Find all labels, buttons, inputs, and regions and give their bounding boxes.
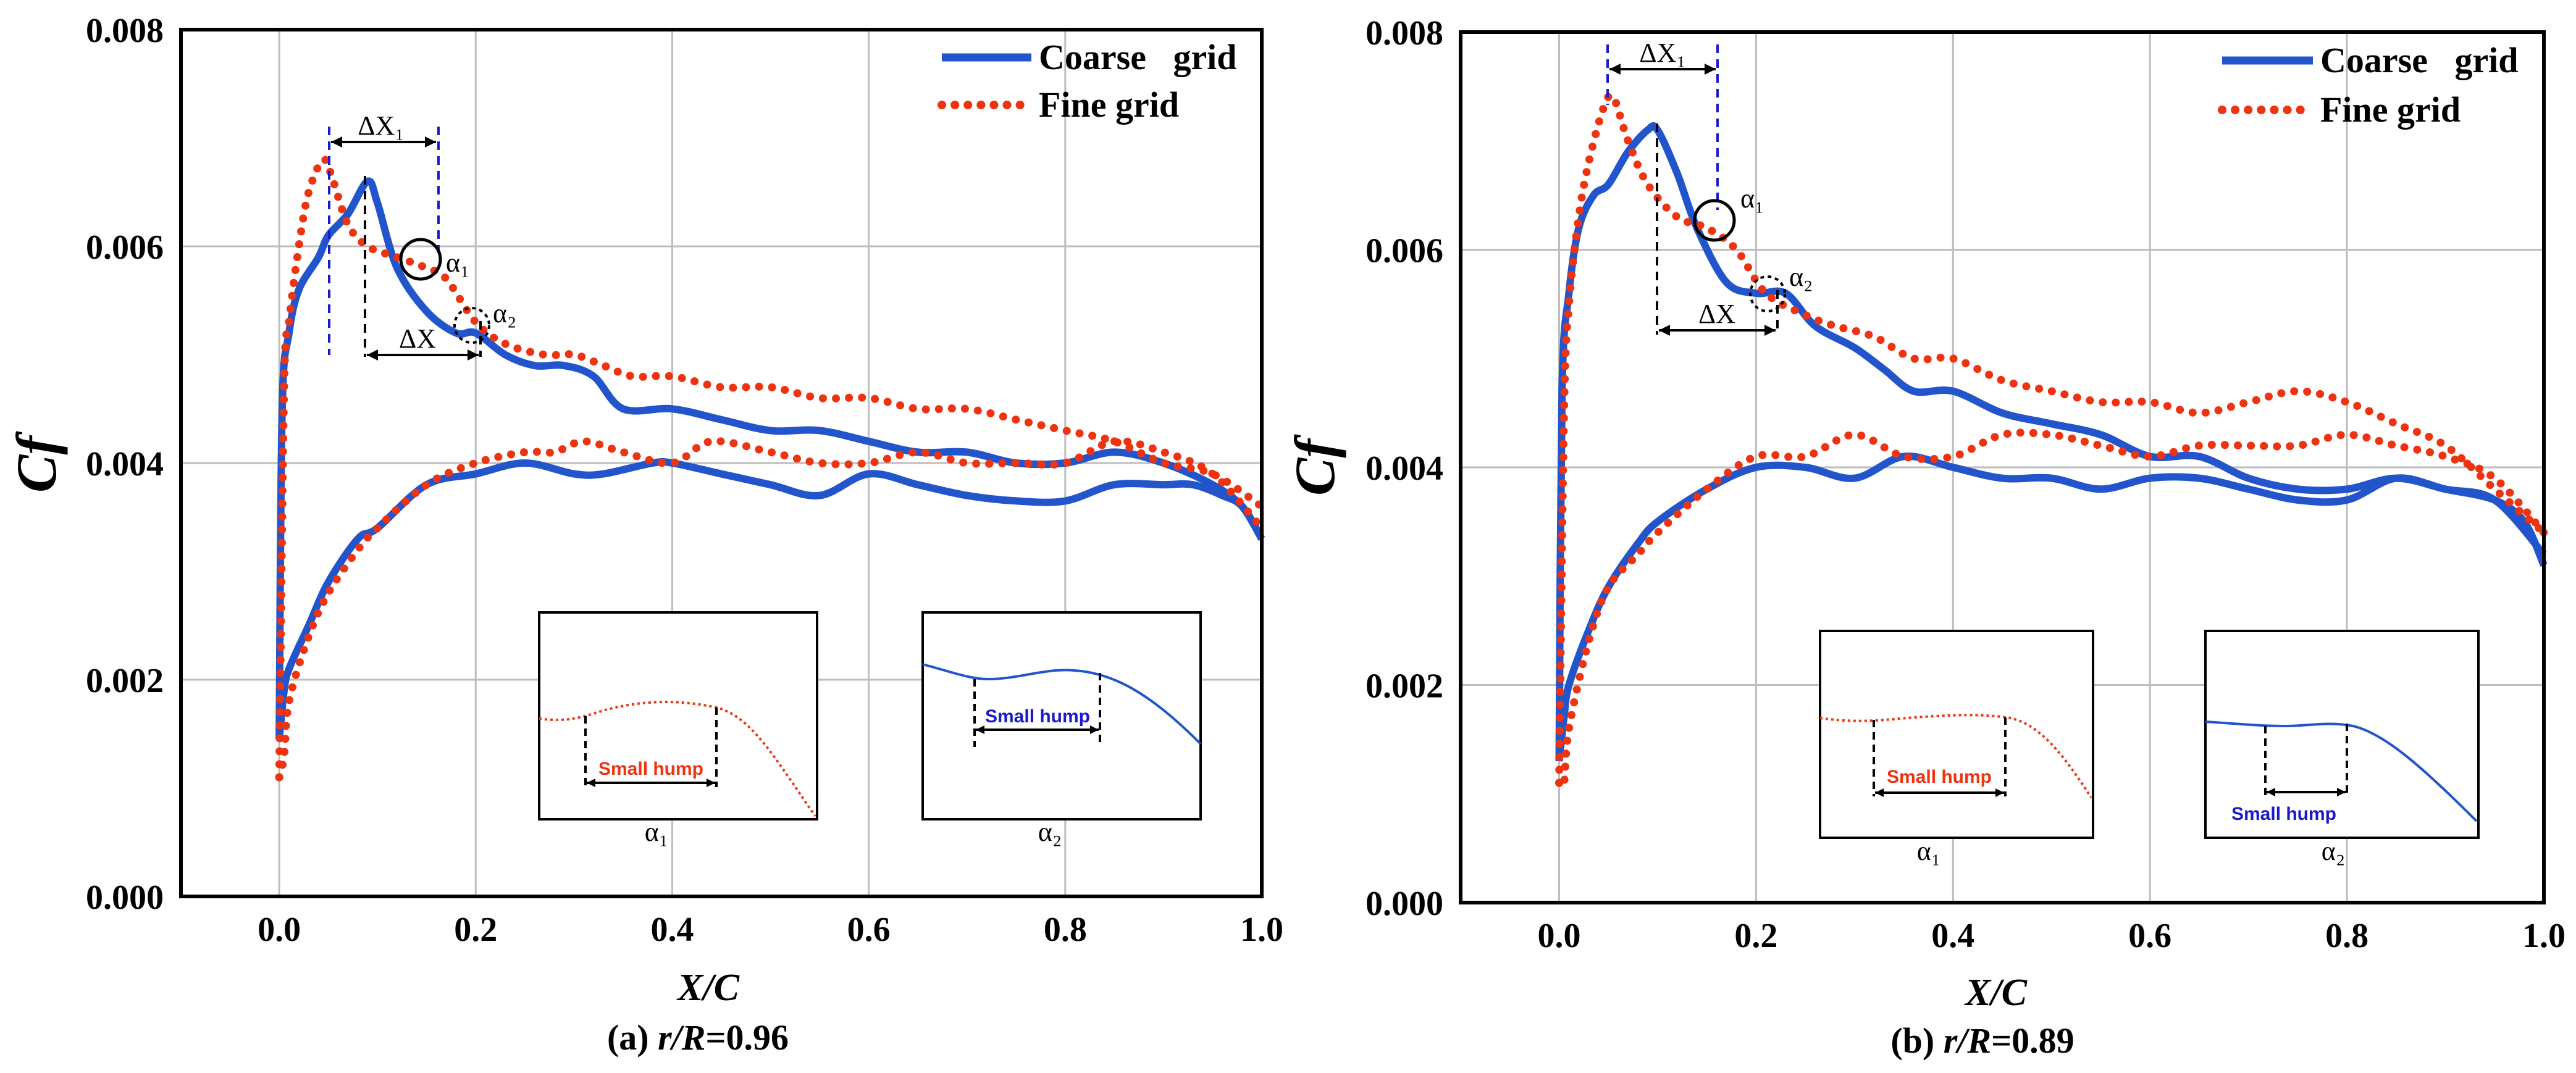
dx1-arrow-heads-b [1609,64,1716,75]
inset-alpha1-label-a: α₁ [645,817,668,847]
annotations-a [328,127,490,361]
legend-coarse-label-a: Coarse grid [1039,37,1237,77]
caption-var-b: r/R [1944,1021,1991,1061]
inset-alpha1-b: Small hump α₁ [1819,630,2094,866]
alpha2-circle-a [453,307,490,344]
caption-value-b: =0.89 [1991,1021,2075,1061]
x-tick-label-b: 1.0 [2522,917,2566,955]
inset-alpha2-curve-a [922,663,1202,745]
x-tick-label-b: 0.2 [1734,917,1777,955]
panel-a: 0.0 0.2 0.4 0.6 0.8 1.0 0.000 0.002 0.004 0.006 0.… [5,12,1283,1058]
inset-alpha2-label-b: α₂ [2322,836,2345,866]
x-tick-label-b: 0.6 [2128,917,2171,955]
inset-alpha1-frame-b [1819,630,2094,839]
alpha2-label-a: α₂ [493,298,516,328]
annotations-b [1606,44,1786,336]
fine-grid-series-a-3 [275,436,1266,782]
y-tick-label-b: 0.006 [1366,232,1443,270]
inset-alpha1-hump-label-b: Small hump [1887,767,1992,787]
caption-prefix-b: (b) [1890,1021,1943,1061]
fine-grid-series-b-2 [1555,91,2548,787]
series-b [1555,91,2548,791]
caption-a: (a) r/R=0.96 [607,1017,789,1058]
y-tick-label-a: 0.000 [86,879,164,917]
fine-grid-series-a-2 [275,156,1266,782]
x-tick-label-b: 0.4 [1931,917,1974,955]
coarse-grid-series-a-0 [275,177,1265,740]
inset-alpha1-label-b: α₁ [1917,836,1940,866]
inset-alpha1-a: Small hump α₁ [538,611,818,847]
inset-alpha2-frame-b [2204,630,2480,839]
legend-a: Coarse grid Fine grid [938,37,1237,125]
caption-value-a: =0.96 [705,1017,789,1058]
y-tick-label-b: 0.002 [1366,667,1443,706]
inset-alpha1-frame-a [538,611,818,820]
inset-alpha1-curve-b [1819,714,2092,799]
legend-fine-label-b: Fine grid [2320,90,2461,130]
dx-label-b: ΔX [1698,299,1735,329]
y-tick-label-a: 0.006 [86,228,164,267]
alpha1-circle-b [1693,199,1736,242]
coarse-grid-series-b-0 [1555,122,2547,761]
y-axis-label-a: Cf [5,431,68,493]
y-tick-label-a: 0.002 [86,662,164,700]
alpha1-label-a: α₁ [446,248,469,278]
alpha1-circle-a [399,238,442,281]
inset-alpha2-frame-a [921,611,1202,820]
x-axis-label-b: X/C [1964,972,2028,1014]
fine-grid-series-b-3 [1555,428,2548,791]
inset-alpha2-label-a: α₂ [1038,817,1062,847]
x-axis-label-a: X/C [676,967,740,1009]
alpha2-label-b: α₂ [1789,262,1813,292]
panel-b: 0.0 0.2 0.4 0.6 0.8 1.0 0.000 0.002 0.004 0.006 0.… [1283,14,2566,1061]
x-tick-label-a: 0.4 [650,911,694,949]
inset-alpha2-a: Small hump α₂ [921,611,1202,847]
alpha2-circle-b [1749,275,1786,312]
x-tick-label-a: 0.8 [1044,911,1087,949]
coarse-grid-series-a-1 [275,457,1265,740]
caption-b: (b) r/R=0.89 [1890,1021,2074,1061]
dx1-label-a: ΔX₁ [358,111,404,141]
inset-alpha2-hump-label-a: Small hump [985,706,1090,727]
plot-frame-b [1459,30,2546,904]
x-tick-label-a: 0.6 [847,911,891,949]
legend-coarse-label-b: Coarse grid [2320,40,2519,80]
plot-frame-a [179,28,1264,898]
caption-prefix-a: (a) [607,1017,658,1058]
caption-var-a: r/R [658,1017,705,1058]
coarse-grid-series-b-1 [1555,453,2548,762]
legend-b: Coarse grid Fine grid [2218,40,2519,130]
dx1-arrow-heads-a [331,136,436,148]
legend-fine-label-a: Fine grid [1039,85,1179,125]
x-tick-label-b: 0.0 [1537,917,1580,955]
y-tick-label-b: 0.000 [1366,885,1443,923]
y-tick-label-a: 0.008 [86,12,164,50]
inset-alpha2-hump-label-b: Small hump [2231,804,2336,824]
inset-alpha2-arrow-heads-b [2267,788,2346,796]
x-tick-label-a: 1.0 [1240,911,1283,949]
ticks-b: 0.0 0.2 0.4 0.6 0.8 1.0 0.000 0.002 0.004 0.006 0.… [1366,14,2566,955]
y-tick-label-b: 0.004 [1366,449,1443,488]
x-tick-label-b: 0.8 [2325,917,2368,955]
inset-alpha1-hump-label-a: Small hump [598,759,703,779]
ticks-a: 0.0 0.2 0.4 0.6 0.8 1.0 0.000 0.002 0.004 0.006 0.… [86,12,1283,949]
y-tick-label-b: 0.008 [1366,14,1443,52]
dx1-label-b: ΔX₁ [1639,38,1685,68]
y-axis-label-b: Cf [1283,434,1346,496]
alpha1-label-b: α₁ [1740,183,1764,214]
dx-label-a: ΔX [399,324,436,354]
inset-alpha2-curve-b [2205,720,2478,822]
y-tick-label-a: 0.004 [86,445,164,483]
x-tick-label-a: 0.0 [258,911,301,949]
series-a [275,156,1266,782]
x-tick-label-a: 0.2 [454,911,497,949]
inset-alpha2-b: Small hump α₂ [2204,630,2480,866]
